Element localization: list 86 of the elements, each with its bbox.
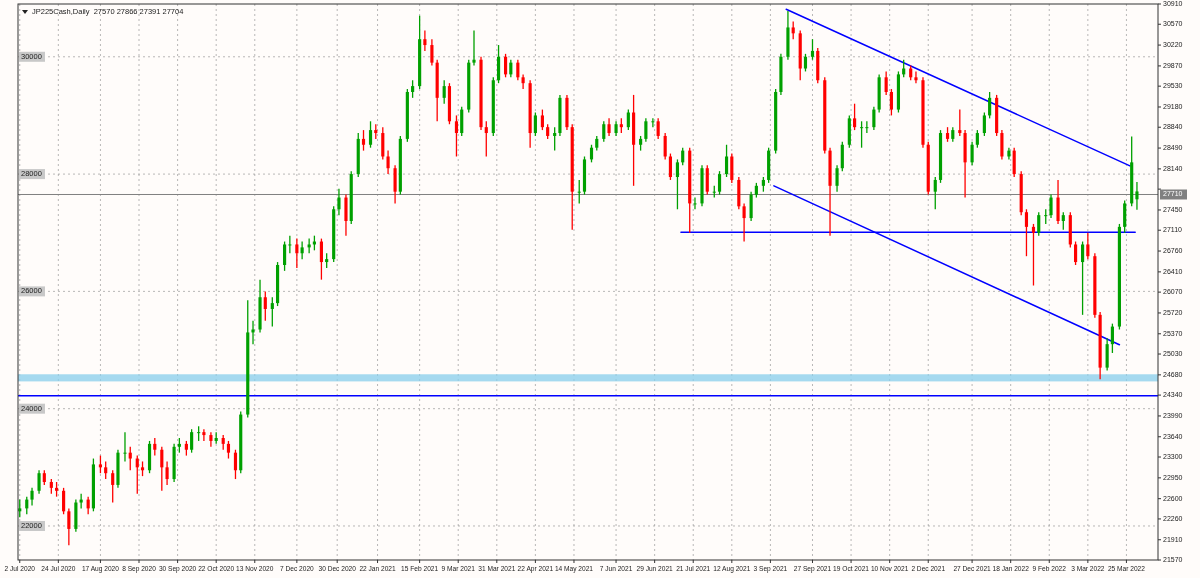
candlestick — [810, 38, 815, 61]
candlestick — [393, 164, 397, 205]
candlestick — [423, 29, 427, 52]
candlestick — [602, 120, 606, 143]
candlestick — [982, 111, 986, 137]
candlestick — [626, 108, 630, 131]
candlestick — [1135, 181, 1139, 211]
candlestick — [651, 117, 655, 128]
candlestick — [730, 152, 734, 184]
candlestick — [1081, 240, 1085, 316]
candlestick — [577, 179, 581, 205]
candlestick — [484, 120, 488, 158]
candlestick — [914, 70, 918, 84]
candlestick — [724, 144, 729, 178]
candlestick — [160, 446, 164, 492]
candlestick — [209, 431, 213, 448]
candlestick — [67, 507, 71, 546]
candlestick — [270, 296, 274, 328]
candlestick — [263, 290, 267, 322]
candlestick — [165, 460, 169, 486]
candlestick — [79, 493, 83, 510]
candlestick — [283, 240, 287, 272]
candlestick — [202, 428, 206, 442]
candlestick — [1024, 208, 1029, 257]
candlestick — [319, 237, 323, 281]
candlestick — [540, 108, 544, 131]
candlestick — [717, 170, 722, 196]
candlestick — [872, 105, 876, 131]
candlestick — [1037, 211, 1041, 237]
candlestick — [933, 176, 937, 210]
candlestick — [1073, 240, 1078, 266]
candlestick — [889, 88, 893, 117]
candlestick — [344, 193, 348, 237]
candlestick — [62, 487, 66, 515]
candlestick — [1056, 179, 1060, 225]
candlestick — [111, 469, 115, 504]
candlestick — [460, 105, 464, 137]
candlestick — [307, 237, 311, 254]
candlestick — [442, 79, 446, 105]
candlestick — [865, 120, 869, 134]
candlestick — [1000, 129, 1004, 161]
candlestick — [516, 59, 520, 81]
candlestick — [668, 152, 673, 181]
candlestick — [742, 202, 746, 243]
candlestick — [368, 120, 373, 149]
candlestick — [663, 132, 667, 161]
candlestick — [1105, 337, 1109, 372]
candlestick — [190, 428, 194, 454]
candlestick — [705, 164, 709, 196]
candlestick — [644, 117, 648, 143]
candlestick — [37, 469, 41, 495]
candlestick — [884, 70, 888, 96]
candlestick — [454, 114, 459, 158]
candlestick — [386, 149, 390, 175]
candlestick — [1123, 199, 1127, 234]
candlestick — [123, 431, 127, 463]
candlestick — [958, 108, 962, 137]
candlestick — [521, 73, 525, 90]
candlestick — [337, 188, 341, 216]
candlestick — [553, 126, 557, 152]
candlestick — [1031, 223, 1036, 287]
candlestick — [1049, 193, 1053, 219]
candlestick — [749, 191, 753, 222]
candlestick — [675, 158, 680, 210]
candlestick — [472, 29, 476, 67]
candlestick — [860, 120, 864, 149]
candlestick — [233, 449, 238, 480]
candlestick — [840, 141, 844, 172]
candlestick — [496, 44, 501, 84]
candlestick — [693, 196, 697, 210]
candlestick — [503, 53, 508, 78]
candlestick — [430, 38, 434, 67]
candlestick — [1012, 147, 1016, 178]
candlestick — [853, 103, 857, 131]
candlestick — [835, 164, 839, 193]
candlestick — [1110, 322, 1114, 354]
candlestick — [295, 237, 299, 269]
candlestick — [988, 91, 992, 120]
candlestick — [300, 240, 304, 260]
candlestick — [381, 126, 385, 161]
candlestick — [970, 141, 974, 166]
candlestick — [361, 129, 366, 152]
candlestick — [128, 446, 132, 471]
candlestick — [1086, 232, 1090, 260]
candlestick — [533, 111, 537, 137]
candlestick — [656, 117, 660, 140]
